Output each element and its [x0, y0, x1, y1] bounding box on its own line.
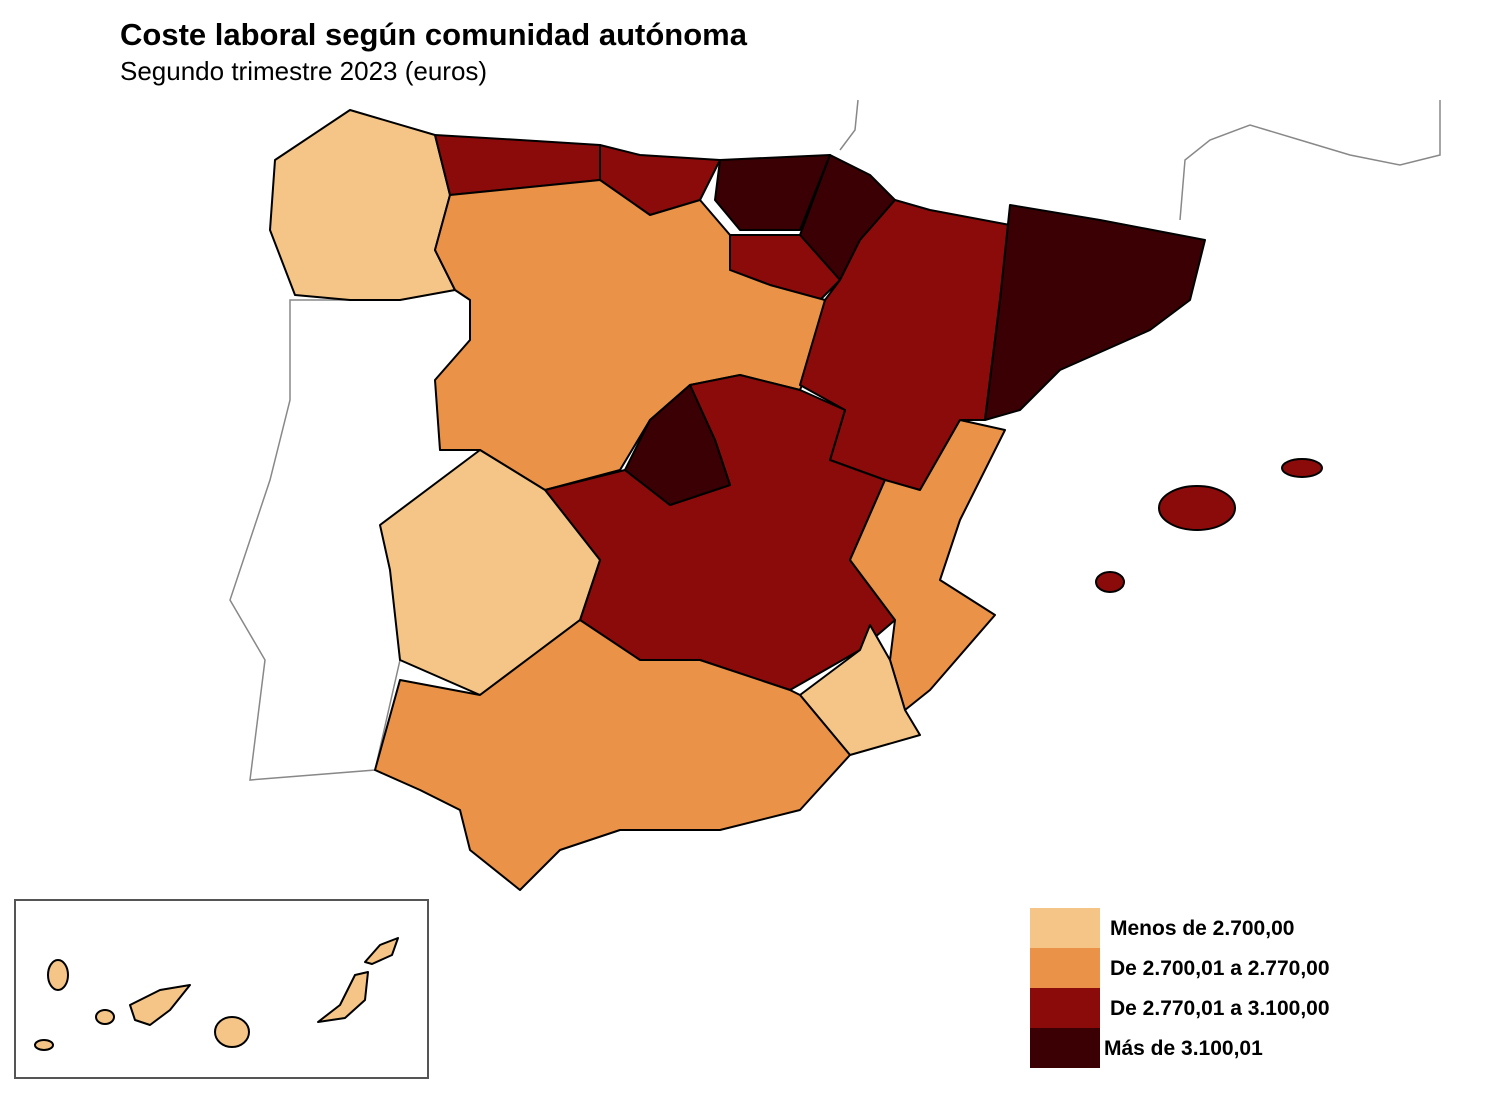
fuerteventura — [317, 971, 369, 1023]
lanzarote — [364, 937, 399, 965]
france-coast — [1179, 100, 1441, 221]
menorca — [1281, 458, 1323, 478]
cataluna — [984, 204, 1206, 421]
legend-label: Más de 3.100,01 — [1104, 1037, 1263, 1060]
legend-label: Menos de 2.700,00 — [1110, 917, 1294, 940]
mallorca — [1158, 485, 1236, 531]
andalucia — [374, 619, 851, 891]
regions — [269, 109, 1323, 891]
murcia — [799, 624, 921, 756]
legend-swatch — [1030, 948, 1100, 988]
france-coast — [839, 99, 859, 151]
canarias-inset — [14, 899, 429, 1079]
map-subtitle: Segundo trimestre 2023 (euros) — [120, 56, 487, 86]
gran-canaria — [214, 1016, 250, 1048]
madrid — [624, 384, 731, 506]
el-hierro — [34, 1039, 54, 1051]
legend-label: De 2.770,01 a 3.100,00 — [1110, 997, 1330, 1020]
ibiza — [1095, 571, 1125, 593]
la-gomera — [95, 1009, 115, 1025]
galicia — [269, 109, 456, 301]
legend-swatch — [1030, 908, 1100, 948]
legend-label: De 2.700,01 a 2.770,00 — [1110, 957, 1330, 980]
pais-vasco — [714, 154, 831, 231]
la-palma — [47, 959, 69, 991]
legend-swatch — [1030, 1028, 1100, 1068]
legend: Menos de 2.700,00 De 2.700,01 a 2.770,00 D… — [1030, 908, 1330, 1068]
tenerife — [129, 984, 191, 1026]
map-title: Coste laboral según comunidad autónoma — [120, 17, 748, 52]
legend-swatch — [1030, 988, 1100, 1028]
